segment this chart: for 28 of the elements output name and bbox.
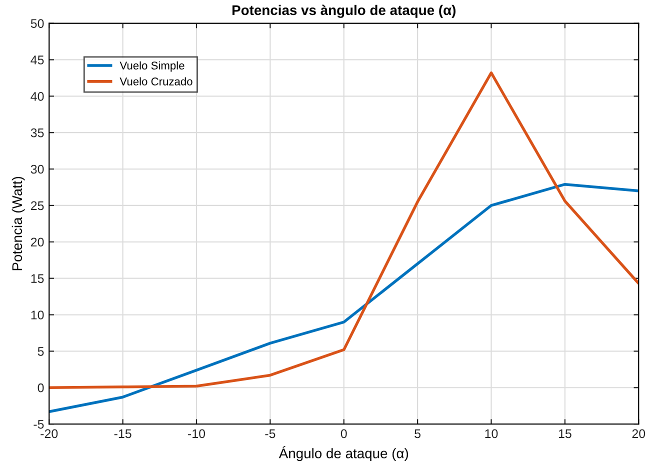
chart-title: Potencias vs àngulo de ataque (α) bbox=[232, 4, 456, 18]
y-axis-title: Potencia (Watt) bbox=[12, 176, 25, 270]
legend-label: Vuelo Simple bbox=[120, 61, 184, 72]
x-tick-label: 0 bbox=[340, 429, 347, 438]
y-tick-label: 10 bbox=[31, 310, 44, 320]
x-tick-label: 20 bbox=[632, 429, 646, 438]
line-series bbox=[49, 182, 639, 414]
y-tick-label: 0 bbox=[38, 383, 44, 392]
x-tick-label: -5 bbox=[265, 429, 276, 438]
x-tick-label: -15 bbox=[114, 429, 132, 438]
legend-label: Vuelo Cruzado bbox=[120, 77, 192, 86]
y-tick-label: 45 bbox=[30, 56, 44, 64]
x-tick-label: 10 bbox=[485, 429, 498, 438]
y-tick-label: 35 bbox=[30, 128, 44, 138]
x-tick-label: -20 bbox=[40, 429, 58, 438]
y-tick-label: 30 bbox=[30, 164, 44, 174]
y-tick-label: 25 bbox=[30, 201, 44, 210]
x-axis-title: Ángulo de ataque (α) bbox=[278, 446, 408, 462]
y-tick-label: -5 bbox=[34, 420, 44, 429]
y-tick-label: 50 bbox=[30, 19, 44, 28]
y-tick-label: 15 bbox=[31, 274, 44, 283]
x-tick-label: -10 bbox=[188, 429, 206, 438]
x-tick-label: 15 bbox=[558, 429, 572, 438]
y-tick-label: 5 bbox=[38, 347, 44, 356]
y-tick-label: 40 bbox=[30, 92, 44, 101]
x-tick-label: 5 bbox=[414, 429, 421, 438]
y-tick-label: 20 bbox=[30, 238, 44, 247]
line-series bbox=[49, 71, 639, 390]
